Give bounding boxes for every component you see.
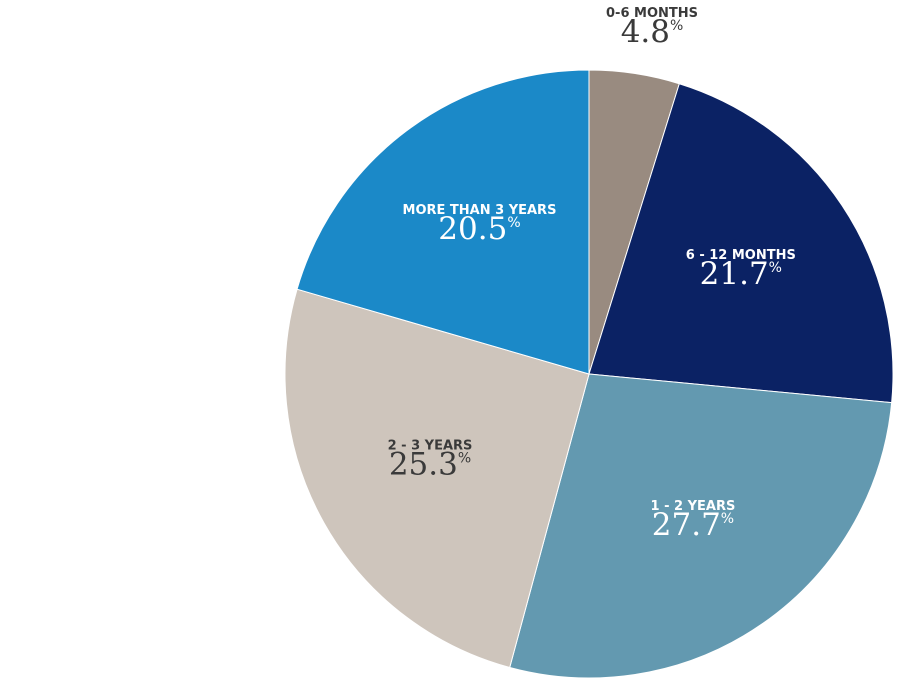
value: 4.8 [621,14,670,50]
value: 20.5 [438,211,507,247]
unit: % [458,450,471,466]
value-label: 4.8% [621,14,684,50]
unit: % [507,215,520,231]
unit: % [769,260,782,276]
value: 25.3 [389,446,458,482]
unit: % [721,511,734,527]
unit: % [670,18,683,34]
chart: 0-6 MONTHS4.8%6 - 12 MONTHS21.7%1 - 2 YE… [0,0,898,679]
value: 27.7 [652,507,721,543]
value: 21.7 [700,256,769,292]
